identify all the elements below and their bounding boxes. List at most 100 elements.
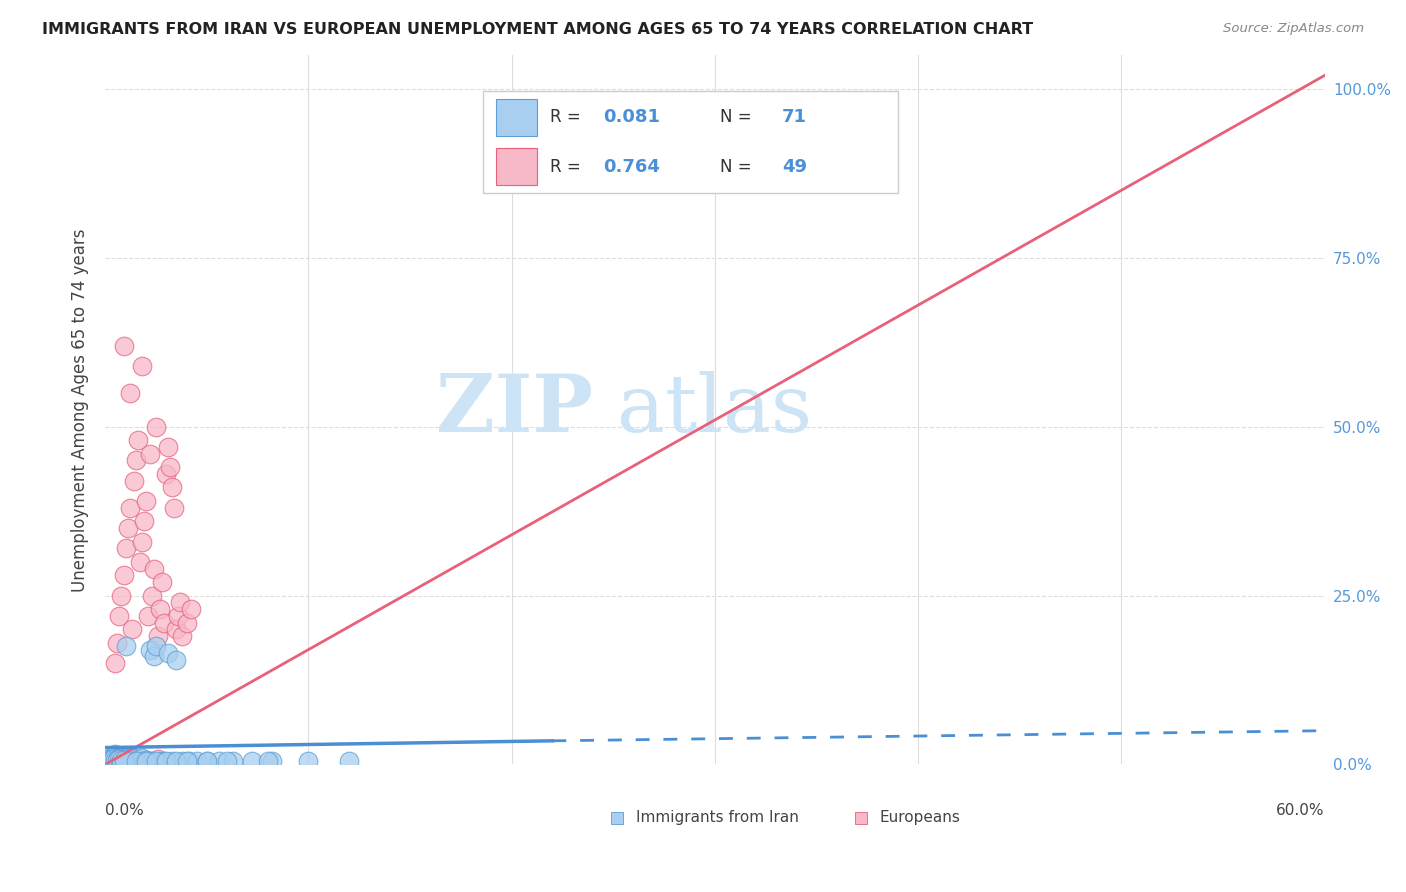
Point	[135, 494, 157, 508]
Point	[337, 754, 360, 768]
Point	[98, 754, 121, 768]
Point	[125, 453, 148, 467]
Point	[297, 754, 319, 768]
Point	[112, 568, 135, 582]
Point	[114, 750, 136, 764]
Point	[96, 754, 118, 768]
Point	[98, 752, 121, 766]
Point	[131, 359, 153, 373]
Point	[167, 608, 190, 623]
Point	[96, 752, 118, 766]
Point	[108, 754, 131, 768]
Point	[104, 753, 127, 767]
Point	[145, 754, 167, 768]
Point	[172, 629, 194, 643]
Point	[122, 474, 145, 488]
Point	[114, 541, 136, 556]
Point	[100, 750, 122, 764]
Point	[110, 754, 132, 768]
Point	[121, 754, 143, 768]
Point	[176, 615, 198, 630]
Point	[108, 755, 131, 769]
Point	[118, 754, 141, 768]
Point	[172, 754, 194, 768]
Point	[104, 747, 127, 762]
Point	[165, 653, 187, 667]
Point	[169, 595, 191, 609]
Text: Immigrants from Iran: Immigrants from Iran	[636, 810, 799, 825]
Point	[117, 521, 139, 535]
Point	[132, 754, 155, 768]
Point	[153, 754, 176, 768]
Point	[143, 561, 166, 575]
Point	[155, 467, 177, 481]
Point	[180, 602, 202, 616]
Point	[110, 750, 132, 764]
Y-axis label: Unemployment Among Ages 65 to 74 years: Unemployment Among Ages 65 to 74 years	[72, 228, 89, 591]
Point	[135, 754, 157, 768]
Point	[127, 752, 149, 766]
Point	[108, 752, 131, 766]
Point	[118, 500, 141, 515]
Point	[186, 754, 208, 768]
Point	[162, 754, 184, 768]
Point	[153, 615, 176, 630]
Point	[122, 754, 145, 768]
Text: atlas: atlas	[617, 371, 813, 449]
Point	[136, 754, 159, 768]
Point	[131, 534, 153, 549]
Point	[260, 754, 283, 768]
Point	[159, 460, 181, 475]
Point	[117, 750, 139, 764]
Point	[145, 639, 167, 653]
Point	[112, 750, 135, 764]
Point	[157, 440, 180, 454]
Point	[208, 754, 231, 768]
Point	[100, 753, 122, 767]
Point	[107, 754, 129, 768]
Point	[125, 754, 148, 768]
Point	[132, 514, 155, 528]
Point	[146, 752, 169, 766]
Point	[100, 750, 122, 764]
Point	[118, 752, 141, 766]
Point	[103, 752, 125, 766]
Point	[145, 419, 167, 434]
Point	[107, 753, 129, 767]
Point	[121, 623, 143, 637]
Point	[112, 753, 135, 767]
Point	[146, 629, 169, 643]
Point	[143, 649, 166, 664]
Point	[141, 589, 163, 603]
Point	[162, 481, 184, 495]
Point	[107, 750, 129, 764]
Point	[127, 434, 149, 448]
Point	[157, 646, 180, 660]
Point	[139, 642, 162, 657]
Point	[136, 608, 159, 623]
Point	[128, 754, 150, 768]
Point	[222, 754, 245, 768]
Point	[118, 385, 141, 400]
Point	[108, 608, 131, 623]
Point	[128, 555, 150, 569]
Point	[163, 500, 186, 515]
Point	[131, 750, 153, 764]
Point	[125, 754, 148, 768]
Point	[195, 754, 218, 768]
Point	[108, 750, 131, 764]
Point	[112, 754, 135, 768]
Text: Europeans: Europeans	[880, 810, 960, 825]
Point	[165, 623, 187, 637]
Point	[114, 754, 136, 768]
Point	[176, 754, 198, 768]
Point	[1354, 808, 1376, 822]
Point	[217, 754, 239, 768]
Point	[121, 750, 143, 764]
Point	[149, 754, 172, 768]
Point	[141, 754, 163, 768]
Point	[117, 754, 139, 768]
Point	[104, 754, 127, 768]
Point	[110, 753, 132, 767]
Point	[103, 753, 125, 767]
